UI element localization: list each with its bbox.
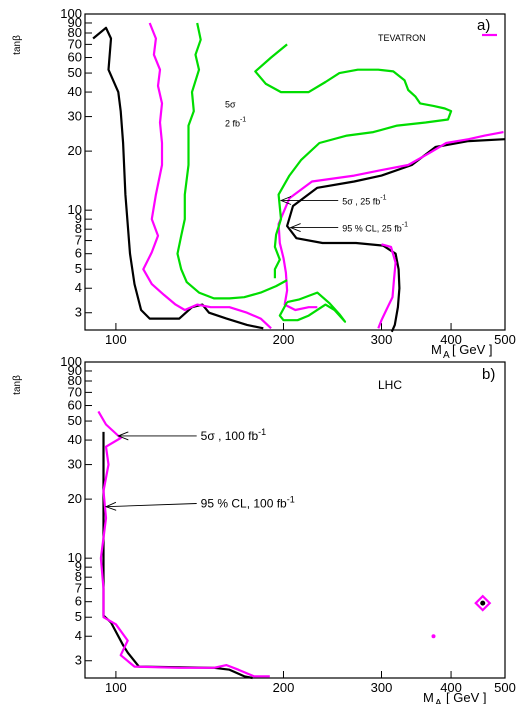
x-tick-label: 400 [440, 680, 462, 695]
panel-b-x-axis-subscript: A [435, 698, 442, 704]
y-tick-label: 7 [75, 581, 82, 596]
x-tick-label: 200 [273, 680, 295, 695]
y-tick-label: 40 [68, 432, 82, 447]
annotation-arrowhead [279, 196, 292, 205]
panel-a-x-axis-title: M A [ GeV ] [431, 342, 492, 361]
y-tick-label: 20 [68, 491, 82, 506]
y-tick-label: 30 [68, 457, 82, 472]
y-tick-label: 100 [60, 6, 82, 21]
annotation-label: 95 % CL, 100 fb-1 [201, 494, 295, 510]
x-tick-label: 300 [371, 680, 393, 695]
panel-a-frame [84, 13, 506, 331]
annotation-arrowhead [104, 501, 117, 511]
panel-b-series [97, 410, 270, 680]
series-line-4 [277, 131, 504, 312]
annotation-label: 5σ , 25 fb-1 [342, 195, 386, 207]
y-tick-label: 9 [75, 211, 82, 226]
series-line-3 [142, 22, 272, 330]
panel-b-points [431, 594, 492, 639]
y-tick-label: 6 [75, 594, 82, 609]
y-tick-label: 7 [75, 233, 82, 248]
x-tick-label: 200 [273, 332, 295, 347]
y-tick-label: 4 [75, 628, 82, 643]
y-tick-label: 5 [75, 261, 82, 276]
x-tick-label: 400 [440, 332, 462, 347]
y-tick-label: 6 [75, 246, 82, 261]
panel-b-y-axis-label: tanβ [12, 375, 23, 395]
y-tick-label: 3 [75, 653, 82, 668]
panel-b: tanβ b) LHC M A [ GeV ] 100 200 300 400 500 3… [12, 354, 516, 704]
y-tick-label: 70 [68, 384, 82, 399]
series-line-8 [278, 291, 347, 323]
y-tick-label: 4 [75, 280, 82, 295]
panel-b-x-axis-title: M A [ GeV ] [423, 690, 486, 704]
series-line-5 [377, 243, 397, 329]
annotation-arrow [106, 503, 197, 508]
y-tick-label: 60 [68, 398, 82, 413]
series-line-1 [102, 431, 253, 680]
data-point-center [480, 600, 486, 606]
x-tick-label: 500 [494, 680, 516, 695]
x-tick-label: 100 [105, 332, 127, 347]
y-tick-label: 40 [68, 84, 82, 99]
y-tick-label: 9 [75, 559, 82, 574]
panel-b-x-axis-unit: [ GeV ] [446, 690, 486, 704]
y-tick-label: 80 [68, 373, 82, 388]
series-line-1 [92, 26, 264, 330]
annotation-label: 5σ , 100 fb-1 [201, 427, 266, 443]
panel-b-legend-text: LHC [378, 378, 402, 392]
annotation-label: 5σ [225, 99, 236, 109]
series-line-7 [254, 43, 453, 279]
data-point-diamond [474, 594, 492, 612]
x-tick-label: 500 [494, 332, 516, 347]
y-tick-label: 50 [68, 413, 82, 428]
y-tick-label: 90 [68, 15, 82, 30]
y-tick-label: 20 [68, 143, 82, 158]
panel-a-x-axis-subscript: A [443, 350, 450, 361]
panel-a-series [92, 22, 506, 333]
series-line-2 [286, 138, 506, 333]
y-tick-label: 50 [68, 65, 82, 80]
y-tick-label: 70 [68, 36, 82, 51]
panel-a-x-axis-unit: [ GeV ] [452, 342, 492, 357]
annotation-arrowhead [117, 431, 129, 441]
y-tick-label: 8 [75, 569, 82, 584]
x-tick-label: 300 [371, 332, 393, 347]
y-tick-label: 10 [68, 550, 82, 565]
y-tick-label: 80 [68, 25, 82, 40]
y-tick-label: 30 [68, 109, 82, 124]
y-tick-label: 10 [68, 202, 82, 217]
panel-a-annotations: 5σ 2 fb-1 5σ , 25 fb-1 95 % CL, 25 fb-1 [225, 99, 408, 233]
panel-a: tanβ a) TEVATRON M A [ GeV ] 100 200 300 40… [12, 6, 516, 361]
y-tick-label: 8 [75, 221, 82, 236]
series-line-2 [97, 410, 270, 678]
panel-a-legend-text: TEVATRON [378, 33, 426, 43]
annotation-label: 95 % CL, 25 fb-1 [342, 222, 408, 234]
panel-b-label: b) [482, 366, 495, 383]
panel-b-annotations: 5σ , 100 fb-1 95 % CL, 100 fb-1 [104, 427, 295, 511]
data-point [431, 634, 436, 639]
panel-b-frame [84, 361, 506, 679]
panel-a-x-axis-label: M [431, 342, 442, 357]
x-tick-label: 100 [105, 680, 127, 695]
panel-a-y-axis-label: tanβ [12, 35, 23, 55]
panel-a-label: a) [477, 17, 490, 34]
annotation-label: 2 fb-1 [225, 116, 246, 128]
panel-b-x-axis-label: M [423, 690, 434, 704]
annotation-arrowhead [289, 223, 301, 233]
series-line-6 [176, 22, 288, 300]
y-tick-label: 60 [68, 50, 82, 65]
y-tick-label: 100 [60, 354, 82, 369]
y-tick-label: 5 [75, 609, 82, 624]
y-tick-label: 90 [68, 363, 82, 378]
y-tick-label: 3 [75, 305, 82, 320]
